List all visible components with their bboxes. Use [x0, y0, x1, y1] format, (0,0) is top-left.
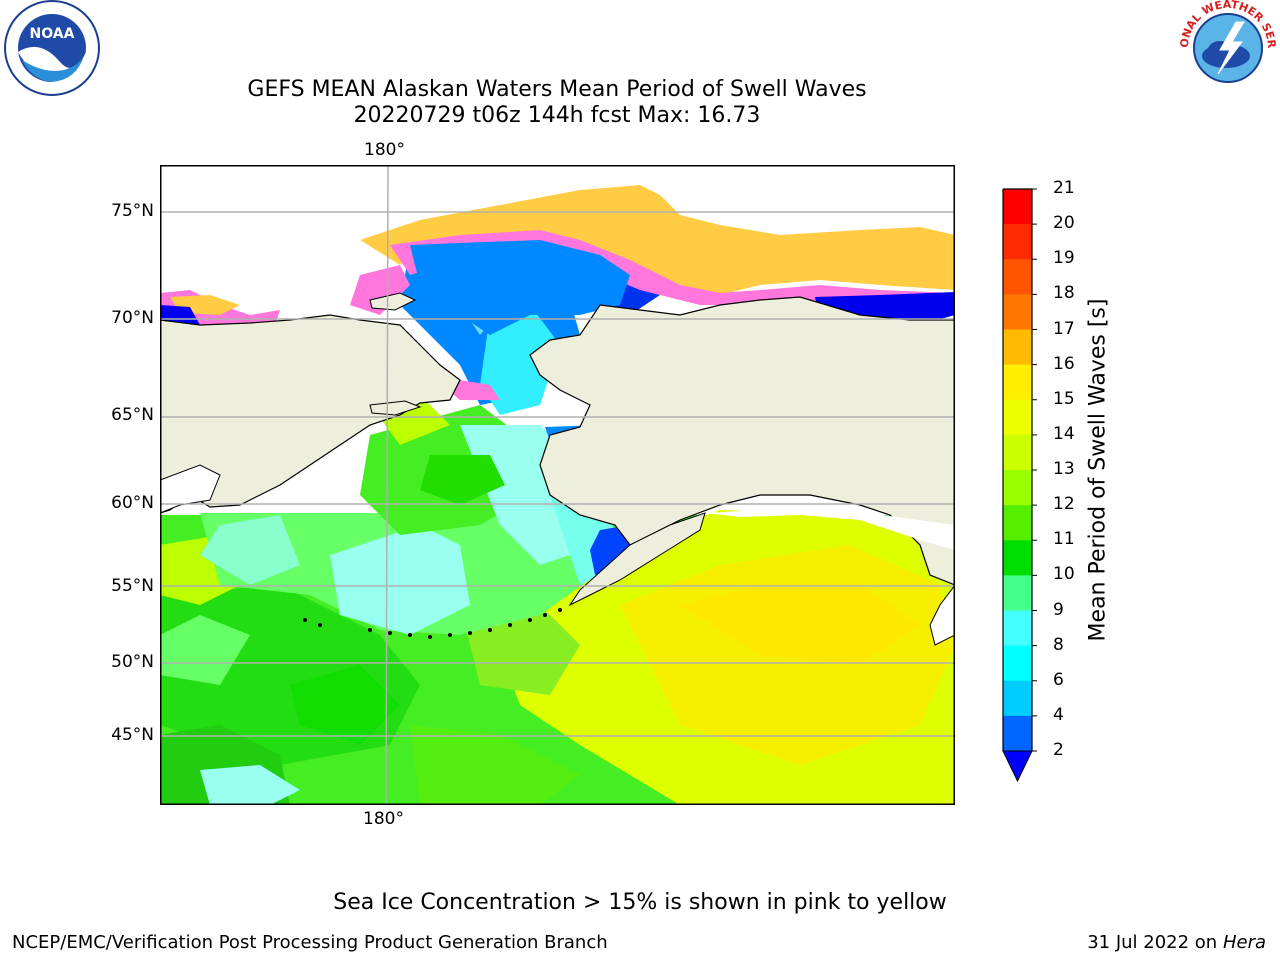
- colorbar-segment: [1003, 715, 1032, 752]
- chart-title: GEFS MEAN Alaskan Waters Mean Period of …: [247, 77, 867, 102]
- colorbar-tick-label: 8: [1053, 634, 1064, 655]
- svg-text:NOAA: NOAA: [30, 26, 75, 42]
- lat-label-50: 50°N: [111, 652, 154, 672]
- colorbar-tick-label: 9: [1053, 599, 1064, 620]
- colorbar-tick-label: 19: [1053, 248, 1075, 269]
- colorbar-segment: [1003, 540, 1032, 576]
- lat-label-45: 45°N: [111, 725, 154, 745]
- colorbar-tick-label: 2: [1053, 740, 1064, 760]
- colorbar-segment: [1003, 680, 1032, 717]
- colorbar-tick-label: 10: [1053, 564, 1075, 585]
- colorbar-tick-label: 4: [1053, 704, 1064, 725]
- colorbar-segment: [1003, 645, 1032, 682]
- lat-label-65: 65°N: [111, 405, 154, 425]
- map-panel: [160, 165, 955, 805]
- colorbar-segment: [1003, 610, 1032, 647]
- map-svg: [160, 165, 955, 805]
- colorbar-segment: [1003, 189, 1032, 225]
- ice-note: Sea Ice Concentration > 15% is shown in …: [333, 890, 947, 915]
- producer-credit: NCEP/EMC/Verification Post Processing Pr…: [12, 932, 608, 953]
- aleutian-islands: [303, 608, 562, 639]
- colorbar-tick-label: 20: [1053, 213, 1075, 234]
- nws-logo: NATIONAL WEATHER SERVICE: [1173, 0, 1278, 100]
- wrangel-island: [369, 292, 417, 311]
- alaska-land: [529, 296, 955, 586]
- bering-sea-field: [200, 395, 640, 635]
- st-lawrence-island: [369, 400, 422, 416]
- colorbar-segment: [1003, 434, 1032, 471]
- colorbar-segment: [1003, 575, 1032, 611]
- colorbar-tick-label: 21: [1053, 178, 1075, 198]
- colorbar-segment: [1003, 294, 1032, 330]
- lat-label-70: 70°N: [111, 308, 154, 328]
- colorbar-tick-label: 15: [1053, 388, 1075, 409]
- colorbar-tick-label: 18: [1053, 283, 1075, 304]
- chart-subtitle: 20220729 t06z 144h fcst Max: 16.73: [353, 103, 761, 128]
- colorbar-segment: [1003, 505, 1032, 541]
- alaska-peninsula: [568, 512, 706, 607]
- run-date: 31 Jul 2022 on Hera: [1087, 932, 1266, 953]
- colorbar-segment: [1003, 329, 1032, 366]
- colorbar-tick-label: 14: [1053, 423, 1075, 444]
- colorbar-tick-label: 12: [1053, 494, 1075, 515]
- lon-label-top: 180°: [364, 140, 405, 160]
- lat-label-55: 55°N: [111, 576, 154, 596]
- colorbar-segment: [1003, 224, 1032, 260]
- lon-label-bottom: 180°: [363, 809, 404, 829]
- machine-name: Hera: [1222, 932, 1266, 953]
- graticule: [160, 165, 955, 805]
- noaa-logo: NOAA: [0, 0, 104, 100]
- run-date-text: 31 Jul 2022 on: [1087, 932, 1218, 953]
- colorbar-tick-label: 11: [1053, 529, 1075, 550]
- colorbar-svg: [1002, 188, 1037, 783]
- colorbar-tick-label: 6: [1053, 669, 1064, 690]
- colorbar-tick-label: 13: [1053, 459, 1075, 479]
- colorbar-segment: [1003, 364, 1032, 401]
- map-frame: [160, 165, 955, 805]
- lat-label-75: 75°N: [111, 201, 154, 221]
- colorbar-tick-label: 17: [1053, 318, 1075, 339]
- colorbar-tick-label: 16: [1053, 353, 1075, 374]
- colorbar-segment: [1003, 470, 1032, 506]
- colorbar-under-triangle: [1002, 750, 1033, 783]
- colorbar-label: Mean Period of Swell Waves [s]: [1085, 298, 1111, 642]
- panhandle: [929, 584, 955, 646]
- colorbar-segment: [1003, 399, 1032, 436]
- colorbar-segment: [1003, 259, 1032, 295]
- lat-label-60: 60°N: [111, 493, 154, 513]
- colorbar: [1002, 188, 1038, 784]
